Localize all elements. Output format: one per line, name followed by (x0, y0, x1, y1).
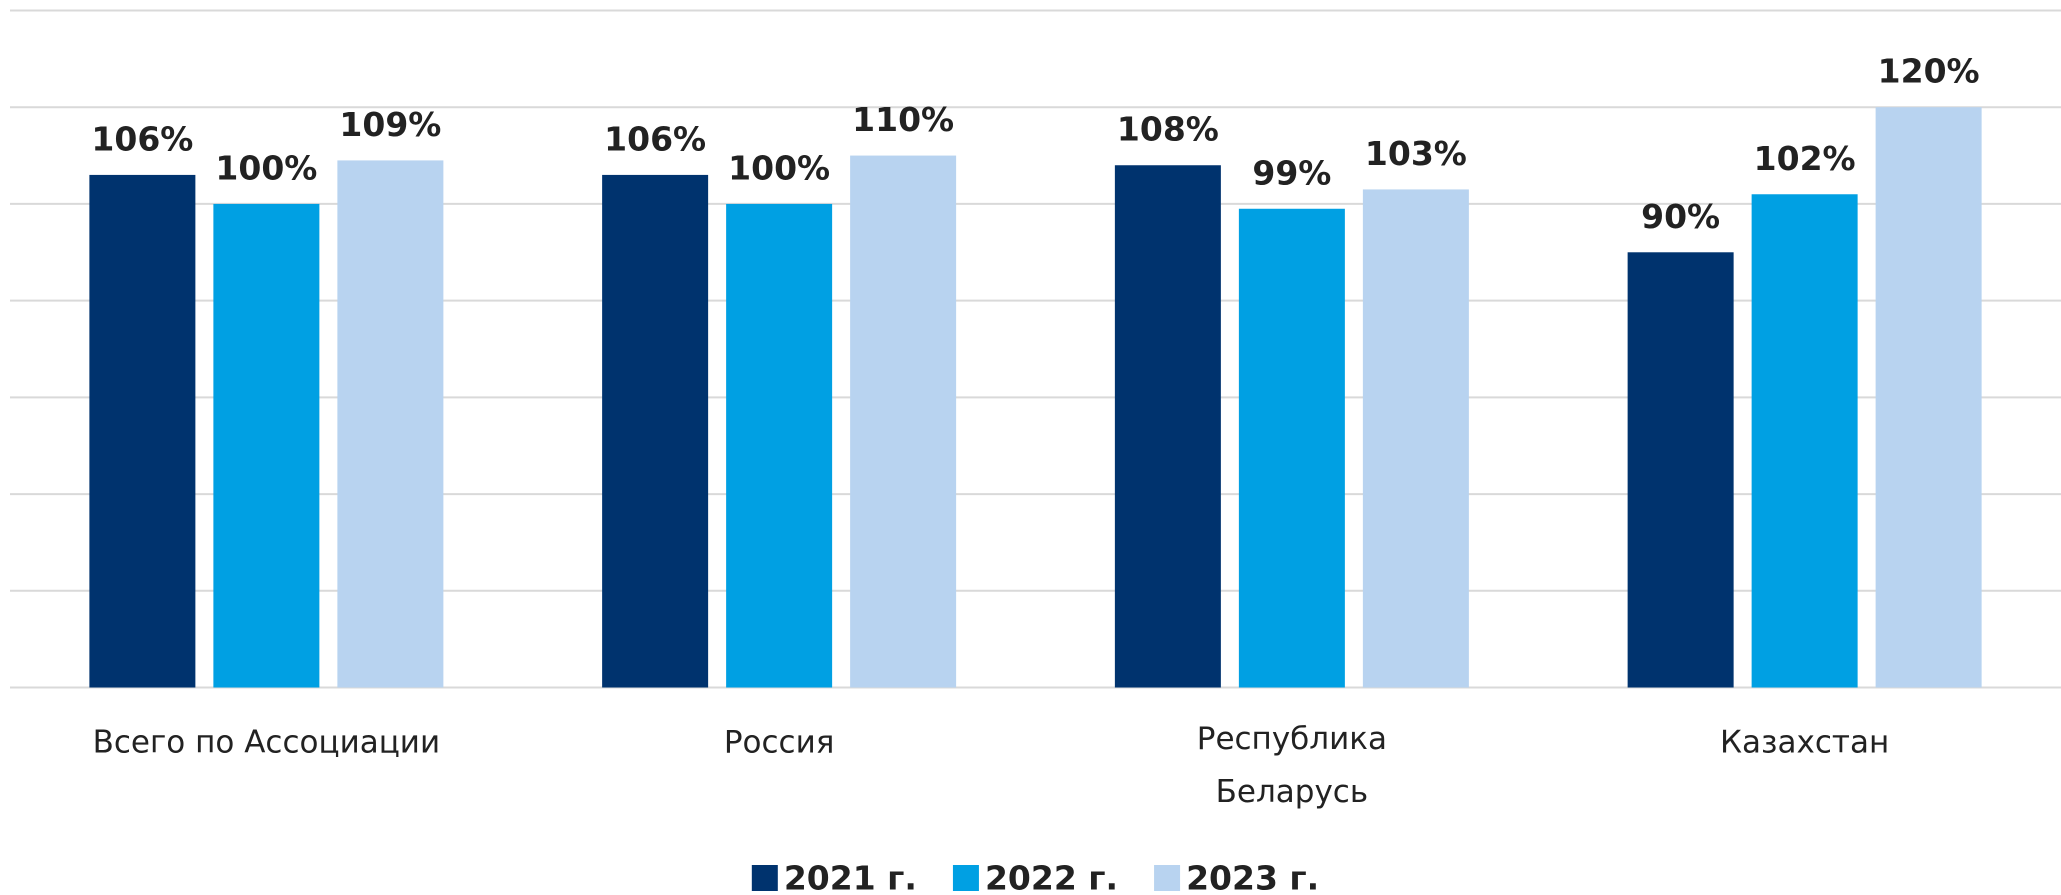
data-label: 106% (91, 119, 193, 158)
x-tick-label: Россия (724, 725, 835, 761)
x-tick-label: Республика Беларусь (1197, 721, 1387, 810)
bar (213, 203, 320, 688)
x-tick-label-line: Республика (1197, 721, 1387, 757)
bar (1751, 194, 1858, 688)
data-label: 100% (215, 148, 317, 187)
bar (602, 174, 709, 688)
x-tick-label: Казахстан (1720, 725, 1889, 761)
data-label: 108% (1117, 110, 1219, 149)
data-label: 106% (604, 119, 706, 158)
data-label: 109% (339, 105, 441, 144)
bar (1114, 165, 1221, 688)
bar (89, 174, 196, 688)
data-label: 100% (728, 148, 830, 187)
bar (337, 160, 444, 688)
bar (850, 155, 957, 688)
legend-label: 2022 г. (985, 859, 1118, 895)
bar (1362, 189, 1469, 688)
legend: 2021 г. 2022 г. 2023 г. (751, 859, 1319, 895)
x-tick-label: Всего по Ассоциации (93, 725, 440, 761)
legend-swatch (1154, 865, 1181, 891)
data-label: 102% (1754, 139, 1856, 178)
bar (726, 203, 833, 688)
data-label: 99% (1252, 153, 1331, 192)
bar (1627, 252, 1734, 688)
legend-label: 2021 г. (784, 859, 917, 895)
x-tick-label-line: Беларусь (1216, 774, 1369, 810)
data-label: 103% (1365, 134, 1467, 173)
legend-swatch (952, 865, 979, 891)
bar (1875, 107, 1982, 688)
data-label: 120% (1878, 52, 1980, 91)
legend-swatch (751, 865, 778, 891)
data-label: 90% (1641, 197, 1720, 236)
bar (1238, 208, 1345, 688)
legend-label: 2023 г. (1186, 859, 1319, 895)
data-label: 110% (852, 100, 954, 139)
